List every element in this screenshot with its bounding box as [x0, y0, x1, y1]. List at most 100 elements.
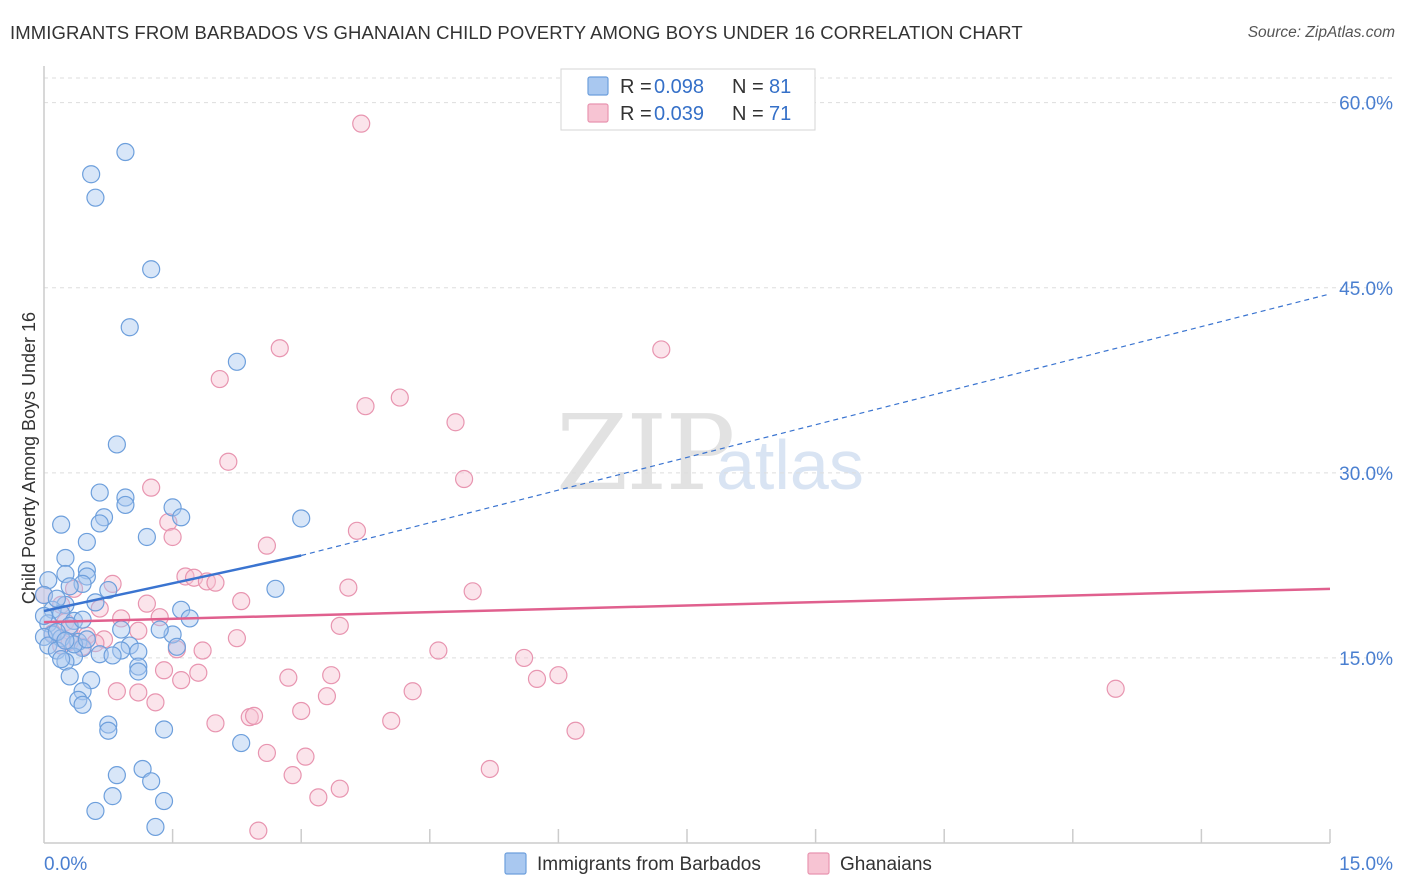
barbados-trend-solid [43, 554, 302, 613]
barbados-point-59 [154, 720, 174, 739]
ghanaians-point-42 [549, 666, 568, 685]
watermark: ZIP atlas [556, 392, 864, 514]
barbados-point-79 [56, 631, 75, 650]
barbados-point-10 [116, 495, 135, 515]
y-axis-label: Child Poverty Among Boys Under 16 [19, 312, 39, 604]
legend-n-label-ghanaians: N = [732, 103, 764, 125]
ghanaians-point-27 [150, 608, 169, 627]
legend-n-value-barbados: 81 [769, 76, 791, 98]
ghanaians-point-60 [566, 721, 585, 740]
barbados-point-76 [52, 650, 71, 669]
ghanaians-point-53 [317, 687, 337, 706]
barbados-point-3 [142, 260, 161, 279]
ghanaians-trend [43, 587, 1331, 624]
barbados-point-18 [56, 548, 75, 568]
barbados-point-65 [154, 791, 174, 811]
ghanaians-point-5 [356, 397, 375, 416]
chart-title: IMMIGRANTS FROM BARBADOS VS GHANAIAN CHI… [10, 22, 1023, 43]
series-legend-label-barbados: Immigrants from Barbados [537, 854, 761, 875]
barbados-point-17 [77, 532, 96, 552]
ghanaians-point-8 [454, 469, 474, 489]
legend-r-value-barbados: 0.098 [654, 76, 704, 98]
barbados-point-70 [90, 645, 109, 664]
barbados-point-5 [227, 352, 246, 371]
x-tick-label-0: 0.0% [44, 854, 87, 875]
barbados-point-7 [292, 509, 311, 528]
barbados-point-69 [47, 589, 66, 608]
legend-r-label-barbados: R = [620, 76, 652, 98]
barbados-point-60 [232, 733, 251, 753]
barbados-point-1 [116, 142, 135, 162]
legend-swatch-ghanaians [587, 103, 609, 123]
barbados-point-6 [107, 435, 126, 454]
ghanaians-point-17 [206, 573, 225, 592]
barbados-point-8 [90, 483, 109, 502]
ghanaians-point-12 [163, 527, 182, 547]
barbados-point-50 [129, 657, 148, 676]
ghanaians-point-48 [172, 671, 191, 690]
ghanaians-point-9 [142, 478, 161, 497]
barbados-point-72 [34, 606, 54, 626]
ghanaians-point-58 [292, 701, 311, 721]
ghanaians-point-52 [1106, 679, 1125, 698]
series-immigrants-from-barbados [34, 142, 311, 837]
barbados-point-80 [103, 646, 122, 665]
ghanaians-point-24 [137, 594, 156, 613]
ghanaians-point-13 [257, 536, 277, 555]
barbados-point-25 [266, 579, 285, 598]
ghanaians-point-57 [244, 706, 264, 726]
barbados-point-61 [133, 759, 152, 779]
ghanaians-point-63 [283, 766, 302, 785]
ghanaians-point-39 [193, 641, 212, 660]
barbados-point-51 [129, 662, 148, 681]
legend-swatch-barbados [587, 76, 609, 96]
ghanaians-point-44 [189, 663, 208, 682]
barbados-point-75 [150, 620, 169, 639]
ghanaians-point-34 [227, 629, 246, 648]
barbados-point-62 [107, 766, 126, 785]
ghanaians-point-55 [206, 714, 225, 733]
series-legend-swatch-ghanaians [807, 852, 830, 875]
ghanaians-point-45 [322, 666, 341, 685]
ghanaians-point-4 [390, 388, 409, 407]
barbados-point-67 [146, 817, 165, 837]
barbados-point-2 [86, 188, 105, 207]
barbados-point-4 [120, 318, 139, 337]
ghanaians-point-3 [210, 369, 229, 389]
series-legend-swatch-barbados [504, 852, 527, 875]
legend-n-label-barbados: N = [732, 76, 764, 98]
ghanaians-point-65 [309, 788, 328, 807]
ghanaians-point-7 [219, 452, 238, 471]
barbados-point-56 [73, 695, 92, 714]
barbados-point-26 [99, 580, 118, 600]
legend-n-value-ghanaians: 71 [769, 103, 791, 125]
x-ticks: 0.0% 15.0% [44, 829, 1393, 875]
barbados-point-19 [77, 561, 96, 580]
ghanaians-point-61 [257, 743, 277, 763]
ghanaians-point-64 [480, 759, 499, 779]
series-ghanaians [34, 114, 1125, 840]
barbados-point-54 [73, 682, 92, 701]
ghanaians-point-6 [446, 413, 465, 432]
ghanaians-point-40 [429, 641, 448, 660]
barbados-point-57 [99, 715, 118, 734]
barbados-point-64 [103, 787, 122, 806]
barbados-point-9 [116, 488, 135, 507]
ghanaians-point-19 [339, 578, 358, 597]
ghanaians-point-62 [296, 747, 315, 766]
ghanaians-point-11 [347, 521, 367, 540]
barbados-point-14 [90, 514, 109, 533]
y-tick-label-0: 15.0% [1339, 649, 1393, 670]
barbados-point-77 [73, 610, 92, 629]
ghanaians-point-66 [330, 779, 349, 798]
barbados-point-24 [60, 577, 79, 596]
ghanaians-point-23 [232, 592, 251, 611]
series-legend: Immigrants from Barbados Ghanaians [504, 852, 932, 875]
ghanaians-point-46 [279, 668, 298, 687]
barbados-point-15 [52, 515, 71, 534]
chart-source: Source: ZipAtlas.com [1247, 24, 1395, 41]
ghanaians-point-41 [515, 648, 534, 668]
ghanaians-point-50 [129, 683, 148, 702]
barbados-point-74 [77, 630, 96, 649]
ghanaians-point-49 [107, 682, 126, 701]
